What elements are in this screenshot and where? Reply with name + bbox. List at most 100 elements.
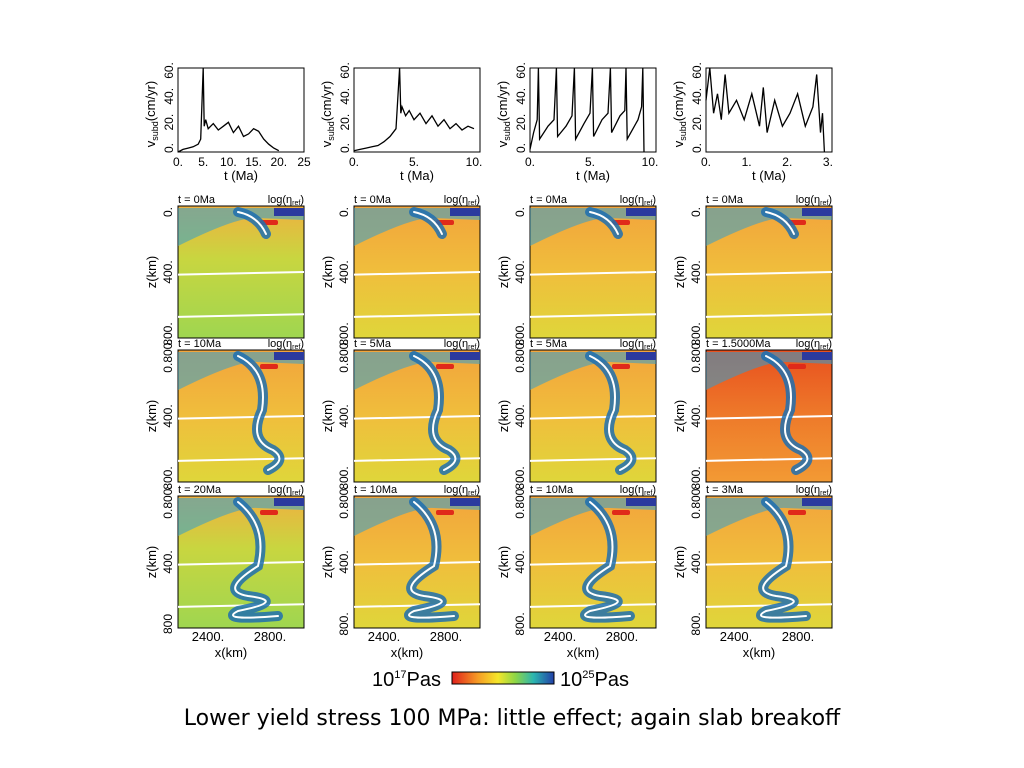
phase-boundary-410: [705, 271, 833, 276]
panel-time-label: t = 0Ma: [178, 194, 216, 206]
velocity-y-axis-label: vsubd(cm/yr): [143, 81, 160, 147]
slab-outline: [237, 211, 267, 235]
panel-time-label: t = 5Ma: [354, 338, 392, 350]
panel-y-tick-label: 800.: [689, 466, 703, 489]
lithosphere-layer: [530, 498, 656, 536]
panel-time-label: t = 10Ma: [530, 484, 574, 496]
weak-zone: [436, 364, 454, 369]
panel-quantity-label: log(ηref): [796, 338, 832, 351]
velocity-x-tick-label: 0.: [525, 155, 535, 169]
lithosphere-layer: [178, 208, 304, 246]
velocity-x-tick-label: 5.: [585, 155, 595, 169]
panel-y-tick-label: 800.: [161, 322, 175, 345]
slab-outline: [584, 501, 631, 619]
panel-quantity-label: log(ηref): [444, 194, 480, 207]
figure-caption: Lower yield stress 100 MPa: little effec…: [183, 706, 841, 731]
panel-quantity-label: log(ηref): [620, 338, 656, 351]
panel-y-tick-label: 400.: [513, 550, 527, 573]
phase-boundary-660: [177, 313, 305, 318]
velocity-x-tick-label: 0.: [349, 155, 359, 169]
velocity-x-axis-label: t (Ma): [400, 168, 434, 183]
velocity-y-tick-label: 20.: [338, 114, 352, 131]
viscosity-panel: t = 0Ma log(ηref) 0. 400. 800. z(km): [672, 194, 833, 346]
lithosphere-layer: [178, 352, 304, 390]
panel-y-axis-label: z(km): [320, 546, 335, 579]
panel-x-tick-label: 2400.: [544, 629, 577, 644]
velocity-y-tick-label: 0.: [690, 143, 704, 153]
velocity-x-tick-label: 3.: [823, 155, 833, 169]
panel-quantity-label: log(ηref): [620, 194, 656, 207]
slab-outline: [413, 355, 457, 471]
slab-outline: [237, 355, 281, 471]
phase-boundary-410: [529, 415, 657, 420]
velocity-y-axis-label: vsubd(cm/yr): [495, 81, 512, 147]
velocity-plot-frame: [353, 67, 481, 153]
panel-y-tick-label: 0.: [161, 207, 175, 217]
panel-time-label: t = 20Ma: [178, 484, 222, 496]
upper-plate: [802, 208, 832, 216]
panel-y-tick-label: 400.: [337, 550, 351, 573]
slab-outline: [765, 211, 795, 235]
panel-x-tick-label: 2800.: [430, 629, 463, 644]
velocity-y-tick-label: 0.: [338, 143, 352, 153]
panel-y-tick-label: 0.800.: [337, 339, 351, 372]
panel-y-tick-label: 800.: [689, 612, 703, 635]
velocity-y-tick-label: 40.: [690, 88, 704, 105]
phase-boundary-410: [177, 561, 305, 566]
viscosity-panel: t = 5Ma log(ηref) 0.800. 400. 800. z(km): [320, 338, 481, 490]
velocity-y-tick-label: 40.: [338, 88, 352, 105]
weak-zone: [436, 510, 454, 515]
panel-x-axis-label: x(km): [215, 645, 248, 660]
panel-y-tick-label: 400.: [689, 260, 703, 283]
velocity-x-tick-label: 25: [297, 155, 311, 169]
slab-outline: [589, 355, 633, 471]
velocity-x-tick-label: 0.: [701, 155, 711, 169]
velocity-series-line: [353, 67, 475, 152]
velocity-y-tick-label: 20.: [690, 114, 704, 131]
velocity-x-tick-label: 10.: [466, 155, 483, 169]
phase-boundary-660: [705, 313, 833, 318]
upper-plate: [274, 208, 304, 216]
phase-boundary-410: [705, 415, 833, 420]
panel-y-tick-label: 800.: [513, 322, 527, 345]
phase-boundary-410: [353, 415, 481, 420]
panel-time-label: t = 3Ma: [706, 484, 744, 496]
velocity-series-line: [529, 67, 645, 153]
lithosphere-layer: [354, 208, 480, 246]
panel-y-tick-label: 400.: [161, 260, 175, 283]
figure-column-3: 0.20.40.60.vsubd(cm/yr)0. 5. 10.t (Ma)t = …: [495, 62, 658, 660]
weak-zone: [612, 510, 630, 515]
slab-outline: [232, 501, 279, 619]
upper-plate: [802, 352, 832, 360]
panel-y-tick-label: 800.: [337, 322, 351, 345]
panel-y-tick-label: 400.: [689, 404, 703, 427]
lithosphere-layer: [706, 208, 832, 246]
panel-y-axis-label: z(km): [144, 400, 159, 433]
velocity-y-tick-label: 60.: [514, 62, 528, 79]
velocity-x-axis-label: t (Ma): [576, 168, 610, 183]
panel-y-tick-label: 0.800.: [161, 339, 175, 372]
colorbar-max-label: 1025Pas: [560, 669, 629, 691]
panel-x-axis-label: x(km): [567, 645, 600, 660]
velocity-y-tick-label: 20.: [514, 114, 528, 131]
velocity-plot: 0.20.40.60.vsubd(cm/yr)0. 1. 2. 3.t (Ma): [671, 62, 833, 183]
weak-zone: [788, 510, 806, 515]
viscosity-panel: t = 0Ma log(ηref) 0. 400. 800. z(km): [496, 194, 657, 346]
velocity-x-tick-label: 15.: [245, 155, 262, 169]
viscosity-panel: t = 10Ma log(ηref) 0.800. 400. 800. z(km): [320, 484, 481, 636]
velocity-x-tick-label: 5.: [409, 155, 419, 169]
velocity-plot: 0.20.40.60.vsubd(cm/yr)0. 5. 10.t (Ma): [319, 62, 482, 183]
panel-y-tick-label: 800: [161, 614, 175, 634]
panel-y-axis-label: z(km): [320, 400, 335, 433]
phase-boundary-410: [529, 561, 657, 566]
panel-y-tick-label: 0.800.: [689, 339, 703, 372]
slab-outline: [589, 211, 619, 235]
panel-y-tick-label: 0.: [513, 207, 527, 217]
slab-outline: [408, 501, 455, 619]
velocity-x-tick-label: 20.: [270, 155, 287, 169]
panel-time-label: t = 1.5000Ma: [706, 338, 771, 350]
upper-plate: [450, 498, 480, 506]
panel-y-axis-label: z(km): [144, 546, 159, 579]
upper-plate: [626, 498, 656, 506]
